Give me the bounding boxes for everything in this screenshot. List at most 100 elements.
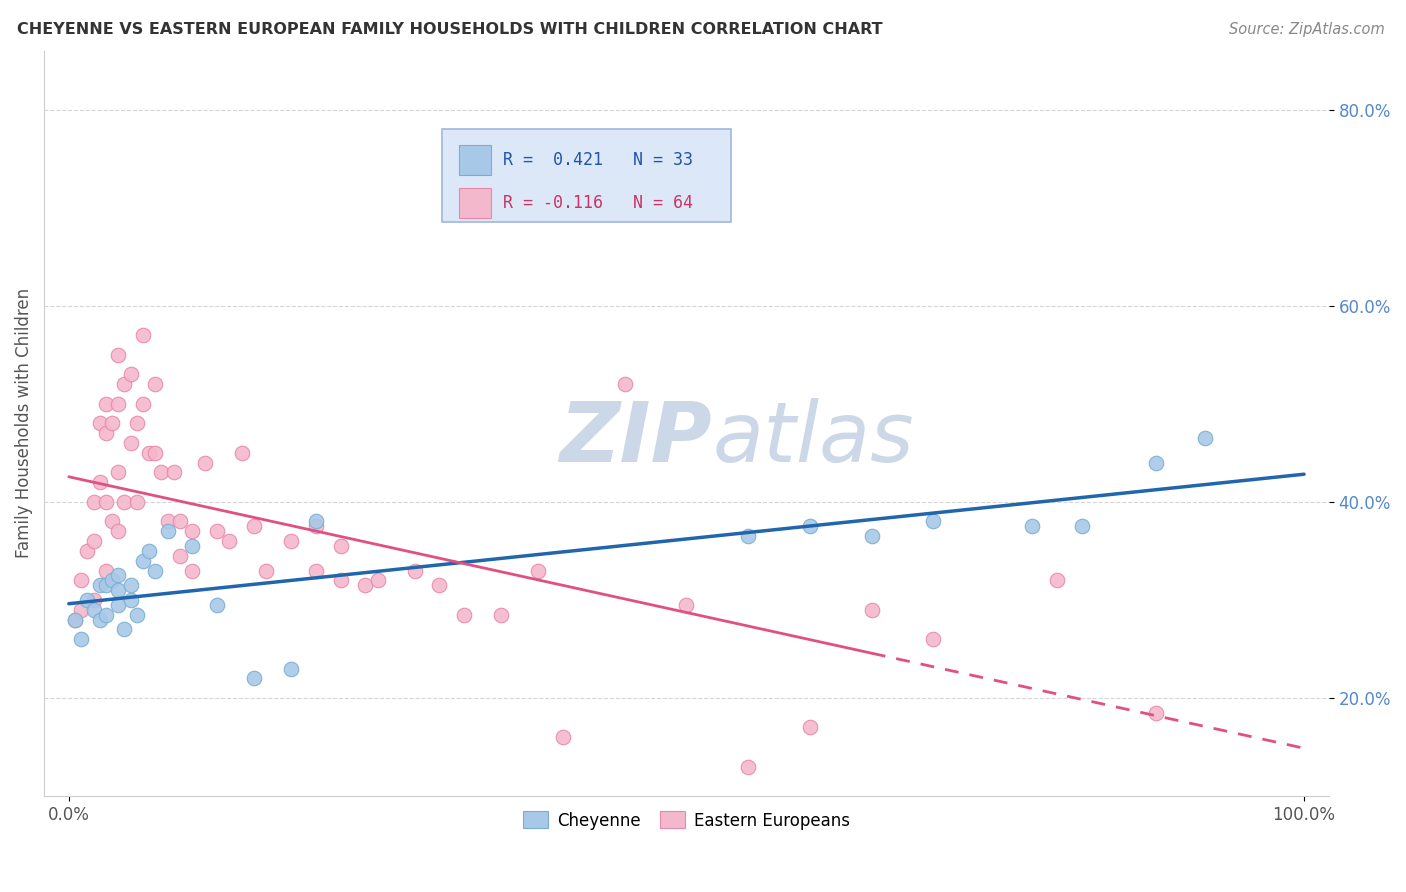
Point [125,417,148,431]
Point [125,495,148,509]
Point [156,524,179,539]
Point [1070,519,1092,533]
Point [922,632,945,647]
Point [404,564,426,578]
Bar [458,145,491,175]
Point [70,574,93,588]
Bar [458,188,491,218]
Text: R = -0.116   N = 64: R = -0.116 N = 64 [503,194,693,212]
Point [112,623,135,637]
Point [125,607,148,622]
Point [138,544,160,558]
Point [1194,431,1216,445]
Point [101,417,124,431]
Point [107,583,129,598]
Point [89,613,111,627]
Point [243,672,266,686]
Point [169,549,191,563]
Point [132,328,155,343]
Point [143,377,166,392]
Point [181,539,204,553]
Point [120,368,142,382]
Point [169,515,191,529]
Point [737,529,759,543]
Point [354,578,377,592]
Point [922,515,945,529]
Point [107,348,129,362]
Text: atlas: atlas [711,398,914,479]
Point [1046,574,1069,588]
Point [205,598,228,612]
Point [143,564,166,578]
Point [112,377,135,392]
Point [1144,456,1167,470]
Point [163,466,186,480]
Point [150,466,173,480]
Point [243,519,266,533]
Point [94,564,117,578]
Point [1021,519,1043,533]
Point [181,524,204,539]
Point [280,534,302,549]
Point [367,574,389,588]
Point [63,613,86,627]
Point [329,539,352,553]
Y-axis label: Family Households with Children: Family Households with Children [15,288,32,558]
Point [107,568,129,582]
Point [429,578,451,592]
Point [613,377,636,392]
Point [799,519,821,533]
FancyBboxPatch shape [443,129,731,222]
Point [860,529,883,543]
Point [83,534,105,549]
Point [94,607,117,622]
Point [107,598,129,612]
Point [94,397,117,411]
Point [205,524,228,539]
Point [120,436,142,450]
Point [860,603,883,617]
Point [76,593,98,607]
Point [305,519,328,533]
Point [76,544,98,558]
Point [89,417,111,431]
Point [70,603,93,617]
Point [70,632,93,647]
Point [120,578,142,592]
Point [231,446,253,460]
Point [63,613,86,627]
Point [94,495,117,509]
Point [112,495,135,509]
Point [280,662,302,676]
Point [89,578,111,592]
Text: ZIP: ZIP [560,398,711,479]
Point [89,475,111,490]
Point [305,515,328,529]
Point [675,598,697,612]
Point [120,593,142,607]
Point [101,515,124,529]
Point [107,397,129,411]
Point [94,578,117,592]
Point [101,574,124,588]
Point [83,495,105,509]
Text: CHEYENNE VS EASTERN EUROPEAN FAMILY HOUSEHOLDS WITH CHILDREN CORRELATION CHART: CHEYENNE VS EASTERN EUROPEAN FAMILY HOUS… [17,22,883,37]
Point [143,446,166,460]
Point [329,574,352,588]
Point [83,593,105,607]
Point [94,426,117,441]
Point [107,524,129,539]
Point [107,466,129,480]
Point [218,534,240,549]
Point [527,564,550,578]
Legend: Cheyenne, Eastern Europeans: Cheyenne, Eastern Europeans [516,805,856,836]
Point [132,554,155,568]
Point [181,564,204,578]
Point [256,564,278,578]
Point [453,607,475,622]
Point [138,446,160,460]
Point [737,759,759,773]
Point [799,721,821,735]
Point [489,607,512,622]
Point [156,515,179,529]
